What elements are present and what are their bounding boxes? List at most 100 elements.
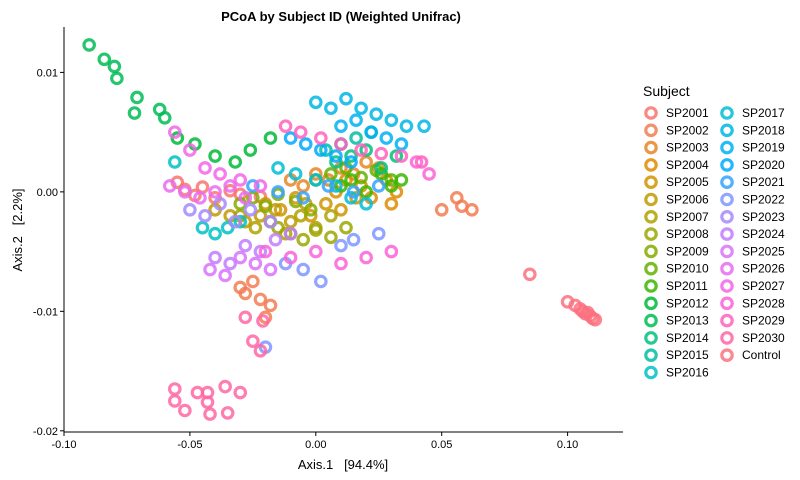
data-point-sp2027: [183, 143, 197, 157]
data-point-sp2023: [183, 202, 197, 217]
legend-label-sp2010: SP2010: [666, 262, 709, 276]
legend-key-sp2003: [644, 140, 658, 155]
legend-label-sp2009: SP2009: [666, 244, 709, 258]
data-point-sp2014: [344, 149, 358, 163]
y-tick-label: -0.01: [33, 306, 58, 318]
data-point-sp2030: [178, 403, 192, 418]
y-tick-label: 0.01: [37, 67, 58, 79]
legend-label-sp2015: SP2015: [666, 348, 709, 362]
legend-label-sp2025: SP2025: [742, 244, 785, 258]
data-point-sp2029: [278, 119, 293, 133]
data-point-sp2018: [399, 119, 414, 133]
legend-label-sp2029: SP2029: [742, 314, 785, 328]
y-axis-ticks: -0.02 -0.01 0.00 0.01: [33, 67, 64, 438]
data-point-sp2029: [374, 146, 389, 161]
data-point-sp2024: [253, 244, 268, 259]
data-point-sp2030: [256, 314, 270, 328]
data-point-sp2003: [309, 167, 323, 181]
legend-key-sp2024: [720, 227, 734, 241]
data-point-sp2024: [283, 226, 298, 241]
legend-label-sp2018: SP2018: [742, 123, 785, 137]
legend-key-sp2001: [644, 106, 658, 120]
data-point-sp2028: [359, 250, 373, 265]
data-point-sp2028: [309, 244, 323, 259]
data-point-sp2014: [389, 149, 404, 163]
data-point-sp2017: [288, 167, 303, 181]
data-point-sp2029: [414, 155, 429, 169]
data-point-sp2013: [110, 71, 124, 86]
data-point-sp2030: [233, 385, 248, 400]
data-point-sp2020: [298, 137, 313, 151]
data-point-sp2030: [246, 334, 260, 349]
data-point-sp2017: [329, 179, 343, 193]
legend-key-sp2009: [644, 244, 658, 259]
legend-label-sp2013: SP2013: [666, 314, 709, 328]
data-point-sp2013: [97, 52, 112, 67]
legend-label-sp2020: SP2020: [742, 158, 785, 172]
data-point-sp2011: [344, 173, 358, 187]
y-tick-label: 0.00: [37, 187, 58, 199]
data-point-sp2019: [379, 131, 394, 145]
data-point-sp2018: [339, 91, 353, 106]
data-point-sp2027: [167, 125, 182, 139]
data-point-sp2030: [253, 343, 268, 358]
data-point-sp2011: [334, 179, 348, 193]
data-point-sp2011: [394, 173, 409, 187]
points-layer: [82, 38, 603, 421]
data-point-sp2021: [271, 185, 285, 199]
data-point-sp2017: [359, 197, 373, 211]
data-point-sp2026: [223, 179, 237, 193]
chart-title: PCoA by Subject ID (Weighted Unifrac): [221, 9, 461, 24]
data-point-sp2024: [268, 232, 283, 247]
x-axis-ticks: -0.10 -0.05 0.00 0.05 0.10: [51, 432, 578, 451]
legend-key-sp2016: [644, 365, 658, 380]
data-point-sp2003: [359, 155, 373, 169]
data-point-sp2021: [246, 179, 260, 193]
data-point-sp2018: [417, 119, 431, 133]
legend-label-sp2021: SP2021: [742, 175, 785, 189]
data-point-sp2022: [371, 226, 386, 241]
legend-label-sp2006: SP2006: [666, 193, 709, 207]
x-tick-label: 0.00: [305, 439, 326, 451]
legend-key-sp2025: [720, 244, 734, 259]
data-point-sp2029: [334, 137, 348, 151]
legend-label-control: Control: [742, 348, 781, 362]
legend-key-sp2011: [644, 279, 658, 293]
data-point-sp2025: [263, 262, 278, 277]
data-point-sp2029: [354, 143, 368, 157]
legend-key-sp2018: [720, 123, 734, 138]
legend-label-sp2030: SP2030: [742, 331, 785, 345]
data-point-sp2028: [283, 250, 298, 265]
data-point-sp2012: [228, 155, 243, 169]
legend-label-sp2019: SP2019: [742, 141, 785, 155]
legend-key-sp2015: [644, 348, 658, 362]
legend-key-sp2013: [644, 313, 658, 328]
legend-label-sp2027: SP2027: [742, 279, 785, 293]
data-point-sp2028: [258, 244, 273, 259]
data-point-sp2025: [218, 268, 232, 283]
data-point-sp2004: [384, 197, 399, 211]
legend-label-sp2024: SP2024: [742, 227, 785, 241]
legend-key-sp2010: [644, 261, 658, 276]
x-tick-label: 0.10: [557, 439, 578, 451]
legend-label-sp2022: SP2022: [742, 193, 785, 207]
y-axis-title: Axis.2 [2.2%]: [10, 188, 25, 271]
data-point-sp2023: [243, 202, 258, 217]
data-point-sp2002: [253, 292, 268, 307]
data-point-sp2026: [208, 185, 222, 199]
data-point-sp2012: [263, 131, 278, 145]
data-point-sp2018: [354, 101, 368, 116]
legend-label-sp2001: SP2001: [666, 106, 709, 120]
legend-label-sp2012: SP2012: [666, 296, 709, 310]
data-point-sp2007: [324, 208, 338, 223]
data-point-sp2027: [253, 179, 268, 193]
data-point-sp2027: [213, 167, 227, 181]
data-point-sp2020: [344, 155, 358, 169]
legend-key-sp2014: [644, 331, 658, 345]
legend-key-sp2002: [644, 123, 658, 138]
legend-label-sp2026: SP2026: [742, 262, 785, 276]
data-point-sp2005: [273, 202, 288, 217]
data-point-sp2016: [208, 226, 222, 241]
data-point-sp2006: [283, 214, 298, 229]
data-point-sp2007: [248, 220, 263, 235]
